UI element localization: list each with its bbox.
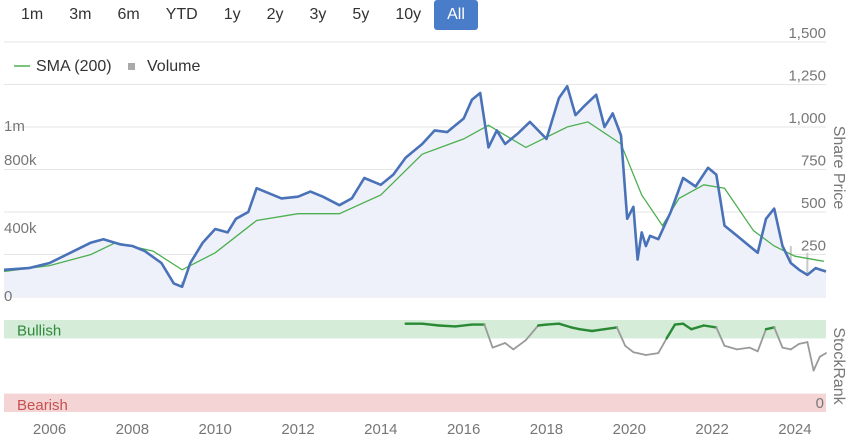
x-tick-label: 2022: [695, 421, 728, 436]
stockrank-segment: [798, 341, 809, 345]
left-tick-label: 800k: [4, 152, 37, 169]
stockrank-segment: [665, 323, 677, 340]
stockrank-segment: [690, 324, 705, 331]
stockrank-segment: [504, 342, 515, 351]
price-axis-title: Share Price: [830, 126, 847, 210]
stockrank-segment: [818, 352, 827, 358]
right-tick-label: 250: [801, 238, 826, 255]
stockrank-segment: [421, 322, 440, 327]
stockrank-segment: [632, 351, 647, 356]
stockrank-segment: [723, 344, 738, 351]
stockrank-segment: [570, 326, 581, 331]
stockrank-segment: [715, 326, 726, 347]
x-tick-label: 2010: [199, 421, 232, 436]
right-tick-label: 1,250: [788, 68, 826, 85]
left-tick-label: 1m: [4, 118, 25, 135]
x-tick-label: 2018: [530, 421, 563, 436]
stockrank-segment: [748, 346, 759, 353]
left-tick-label: 400k: [4, 220, 37, 237]
range-3y-button[interactable]: 3y: [297, 0, 340, 30]
price-area: [4, 86, 826, 297]
bearish-zone: [4, 393, 826, 412]
x-tick-label: 2024: [778, 421, 811, 436]
right-tick-label: 500: [801, 195, 826, 212]
stockrank-segment: [673, 322, 685, 326]
stockrank-segment: [756, 328, 767, 353]
stockrank-segment: [657, 337, 668, 355]
right-tick-label: 1,500: [788, 25, 826, 42]
stockrank-segment: [681, 322, 693, 331]
bearish-label: Bearish: [17, 397, 68, 414]
stockrank-segment: [578, 328, 594, 333]
stockrank-axis-title: StockRank: [830, 327, 847, 405]
stockrank-segment: [764, 326, 776, 331]
range-2y-button[interactable]: 2y: [254, 0, 297, 30]
x-tick-label: 2012: [281, 421, 314, 436]
stockrank-segment: [736, 346, 751, 351]
right-tick-label: 1,000: [788, 110, 826, 127]
price-line: [3, 84, 827, 289]
stockrank-segment: [524, 324, 540, 342]
stockrank-segment: [645, 352, 660, 356]
x-tick-label: 2020: [613, 421, 646, 436]
legend-volume-swatch: [128, 63, 135, 70]
stockrank-segment: [545, 322, 561, 326]
range-5y-button[interactable]: 5y: [339, 0, 382, 30]
stockrank-segment: [781, 346, 792, 351]
stockrank-segment: [616, 326, 627, 347]
stockrank-segment: [437, 324, 457, 328]
stockrank-segment: [789, 342, 800, 351]
x-tick-label: 2014: [364, 421, 397, 436]
stockrank-segment: [537, 323, 548, 327]
range-3m-button[interactable]: 3m: [56, 0, 104, 30]
stockrank-segment: [806, 341, 815, 372]
right-tick-label: 750: [801, 153, 826, 170]
range-ytd-button[interactable]: YTD: [153, 0, 211, 30]
range-1m-button[interactable]: 1m: [8, 0, 56, 30]
x-tick-label: 2008: [116, 421, 149, 436]
stockrank-segment: [773, 326, 784, 349]
range-10y-button[interactable]: 10y: [382, 0, 434, 30]
stockrank-segment: [590, 328, 606, 333]
range-all-button[interactable]: All: [434, 0, 478, 30]
legend-sma-label: SMA (200): [36, 58, 112, 75]
stockrank-segment: [483, 323, 494, 349]
stockrank-segment: [624, 344, 635, 354]
stockrank-segment: [557, 322, 573, 329]
stockrank-segment: [512, 339, 527, 351]
left-tick-label: 0: [4, 288, 12, 305]
x-tick-label: 2016: [447, 421, 480, 436]
x-tick-label: 2006: [33, 421, 66, 436]
range-selector: 1m 3m 6m YTD 1y 2y 3y 5y 10y All: [8, 0, 478, 30]
stockrank-segment: [812, 355, 821, 372]
stockrank-segment: [603, 326, 619, 331]
stockrank-segment: [491, 342, 507, 349]
range-6m-button[interactable]: 6m: [104, 0, 152, 30]
stockrank-segment: [702, 324, 718, 329]
legend-volume-label: Volume: [147, 58, 200, 75]
stockrank-tick-label: 0: [816, 395, 824, 412]
bullish-label: Bullish: [17, 322, 61, 339]
stockrank-segment: [454, 323, 474, 328]
range-1y-button[interactable]: 1y: [211, 0, 254, 30]
